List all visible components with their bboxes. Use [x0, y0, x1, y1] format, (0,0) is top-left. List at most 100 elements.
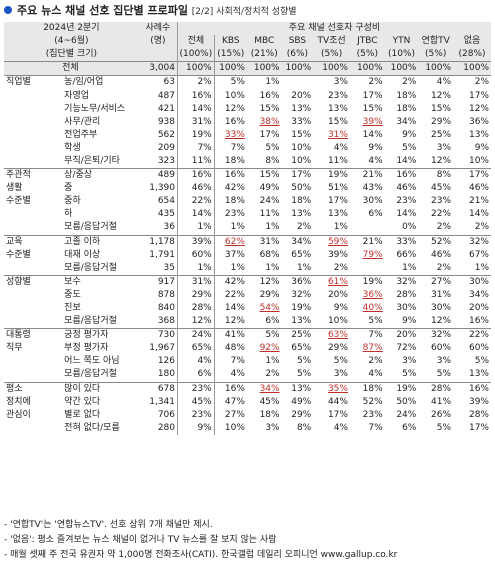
row-label: 긍정 평가자 [62, 328, 139, 343]
value-cell: 4% [368, 155, 383, 166]
value-cell: 7% [230, 142, 245, 153]
value-cell: 24% [259, 196, 280, 207]
column-size: (5%) [356, 49, 378, 60]
value-cell: 68% [259, 249, 280, 260]
sample-size-cell: 421 [138, 102, 178, 116]
row-category [4, 129, 62, 142]
value-cell: 46% [177, 182, 215, 196]
value-cell: 10% [291, 155, 312, 166]
value-cell: 20% [468, 303, 489, 314]
value-cell: 10% [224, 90, 245, 101]
title-main: 주요 뉴스 채널 선호 집단별 프로파일 [17, 4, 188, 17]
title-sub: [2/2] 사회적/정치적 성향별 [191, 7, 297, 17]
value-cell: 1% [402, 262, 417, 273]
row-label: 모름/응답거절 [64, 369, 117, 380]
value-cell: 2% [296, 222, 312, 233]
value-cell: 20% [291, 90, 312, 101]
value-cell: 60% [177, 248, 215, 262]
value-cell: 23% [362, 409, 383, 420]
value-cell: 1% [230, 222, 245, 233]
highlight-value: 54% [259, 303, 280, 314]
row-category [4, 422, 62, 435]
value-cell: 54% [247, 302, 282, 315]
value-cell: 50% [291, 183, 312, 194]
value-cell: 7% [177, 141, 215, 155]
value-cell: 24% [177, 328, 215, 343]
value-cell: 2% [453, 75, 491, 90]
table-row: 모름/응답거절 368 12% 12% 6% 13% 10% 5% 9% 12% 16% [4, 315, 491, 329]
value-cell: 49% [291, 396, 312, 407]
row-category: 평소 [4, 381, 63, 396]
value-cell: 2% [368, 356, 383, 367]
table-row: 평소 많이 있다 678 23% 16% 34% 13% 35% 18% 19% 28% 16% [4, 381, 491, 396]
value-cell: 21% [468, 196, 489, 207]
value-cell: 3% [436, 356, 452, 367]
value-cell: 13% [468, 369, 489, 380]
value-cell: 2% [436, 222, 452, 233]
value-cell: 100% [418, 61, 454, 76]
value-cell: 17% [453, 168, 491, 183]
value-cell: 18% [396, 103, 417, 114]
table-row: 수준별 중하 654 22% 18% 24% 18% 17% 30% 23% 23% 21% [4, 195, 491, 209]
value-cell: 11% [177, 154, 215, 169]
value-cell: 35% [313, 381, 350, 396]
value-cell: 92% [247, 342, 282, 355]
sample-size-cell: 35 [138, 261, 178, 276]
value-cell: 12% [431, 155, 452, 166]
value-cell: 23% [431, 196, 452, 207]
table-row: 생활 중 1,390 46% 42% 49% 50% 51% 43% 46% 45% 46% [4, 182, 491, 196]
value-cell: 43% [362, 183, 383, 194]
value-cell: 31% [177, 115, 215, 129]
row-label: 전혀 없다/모름 [64, 422, 120, 433]
value-cell: 51% [327, 183, 348, 194]
value-cell: 13% [291, 316, 312, 327]
row-category [4, 116, 62, 129]
row-label: 기능노무/서비스 [64, 103, 126, 114]
value-cell: 5% [246, 328, 282, 343]
row-label: 자영업 [64, 90, 90, 101]
value-cell: 72% [396, 343, 417, 354]
value-cell: 1% [265, 262, 280, 273]
value-cell: 2% [333, 262, 348, 273]
column-header: SBS [288, 36, 307, 47]
row-category: 성향별 [4, 274, 63, 289]
value-cell: 31% [246, 234, 282, 249]
value-cell: 23% [177, 408, 215, 422]
sample-size-cell: 840 [138, 301, 178, 316]
value-cell: 4% [230, 369, 245, 380]
sample-size-cell: 706 [138, 408, 178, 422]
value-cell: 3% [333, 369, 348, 380]
row-label: 모름/응답거절 [64, 262, 117, 273]
value-cell: 14% [396, 155, 417, 166]
value-cell: 39% [177, 234, 215, 249]
value-cell: 31% [177, 274, 215, 289]
value-cell: 17% [281, 168, 314, 183]
value-cell: 22% [453, 328, 491, 343]
value-cell: 32% [291, 289, 312, 300]
value-cell: 65% [177, 342, 215, 356]
value-cell: 34% [281, 234, 314, 249]
value-cell: 41% [214, 328, 247, 343]
value-cell: 25% [431, 129, 452, 140]
highlight-value: 40% [362, 303, 383, 314]
value-cell: 12% [431, 90, 452, 101]
value-cell: 14% [396, 209, 417, 220]
row-label: 모름/응답거절 [64, 316, 117, 327]
sample-size-cell: 562 [138, 128, 178, 142]
sample-size-cell: 180 [138, 368, 178, 383]
row-category [4, 208, 62, 221]
row-category [4, 368, 62, 382]
value-cell: 17% [327, 196, 348, 207]
value-cell: 49% [259, 183, 280, 194]
value-cell: 21% [349, 168, 385, 183]
value-cell [281, 75, 314, 90]
sample-size-cell: 435 [138, 208, 178, 222]
value-cell: 1% [246, 75, 282, 90]
highlight-value: 87% [362, 343, 383, 354]
value-cell: 30% [453, 274, 491, 289]
value-cell: 34% [396, 116, 417, 127]
value-cell: 31% [431, 289, 452, 300]
value-cell: 17% [259, 129, 280, 140]
value-cell: 100% [349, 61, 385, 76]
value-cell: 27% [418, 274, 454, 289]
